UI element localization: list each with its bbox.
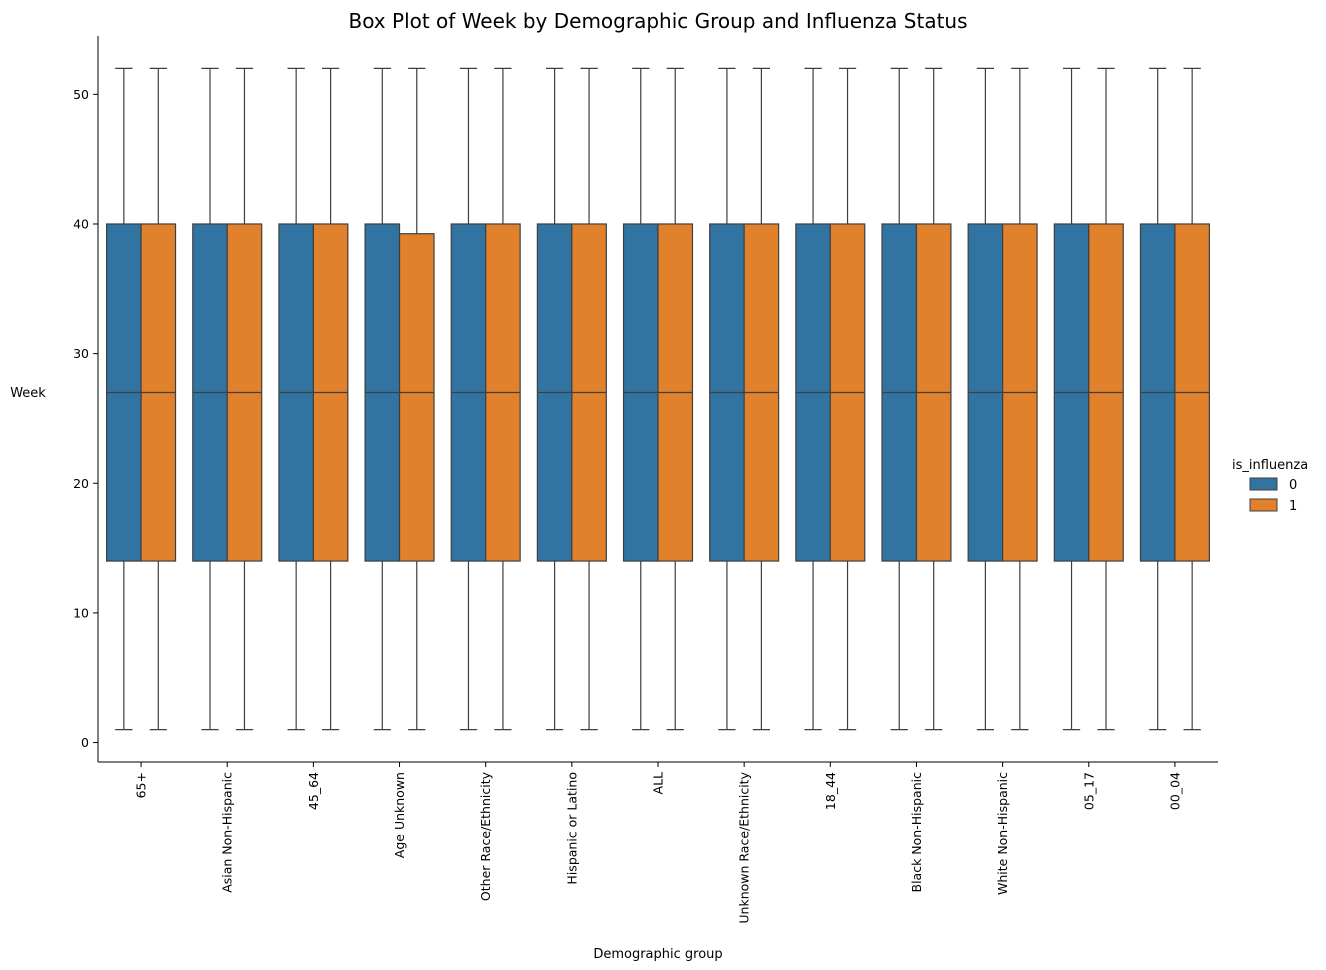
x-tick-label: White Non-Hispanic (995, 772, 1010, 895)
box-7-series-1 (743, 67, 780, 731)
box-6-series-1 (657, 67, 694, 731)
x-tick-label: Hispanic or Latino (564, 772, 579, 885)
box-3-series-1 (398, 67, 435, 731)
x-tick-label: Unknown Race/Ethnicity (737, 771, 752, 923)
axes-layer: 0 10 20 30 40 50 65+ Asian Non-Hispanic 45_64 Age… (73, 36, 1218, 924)
y-tick-label: 0 (81, 735, 89, 750)
box-12-series-1 (1174, 67, 1210, 731)
box-10-series-0 (967, 67, 1004, 731)
box-11-series-1 (1088, 67, 1124, 731)
x-tick-label: Asian Non-Hispanic (220, 772, 235, 893)
x-tick-label: ALL (651, 772, 666, 795)
legend-title: is_influenza (1232, 458, 1308, 473)
x-tick-label: Age Unknown (392, 772, 407, 858)
box-9-series-0 (881, 67, 918, 731)
box-0-series-1 (140, 67, 177, 731)
box-4-series-0 (450, 67, 487, 731)
box-8-series-1 (829, 67, 866, 731)
box-2-series-1 (312, 67, 349, 731)
legend-label-1: 1 (1289, 499, 1297, 514)
box-12-series-0 (1139, 67, 1176, 731)
y-tick-label: 10 (73, 605, 89, 620)
x-tick-label: 45_64 (306, 772, 321, 810)
x-tick-label: 65+ (134, 772, 149, 798)
legend-label-0: 0 (1289, 478, 1297, 493)
box-8-series-0 (795, 67, 831, 731)
boxes-layer (106, 67, 1210, 731)
x-tick-label: 00_04 (1167, 772, 1182, 810)
box-body (398, 233, 435, 562)
box-11-series-0 (1053, 67, 1090, 731)
y-tick-label: 20 (73, 476, 89, 491)
x-tick-label: 18_44 (823, 772, 838, 810)
box-1-series-0 (192, 67, 228, 731)
box-5-series-1 (571, 67, 607, 731)
box-4-series-1 (485, 67, 521, 731)
box-5-series-0 (536, 67, 573, 731)
y-tick-label: 40 (73, 216, 89, 231)
legend: is_influenza 0 1 (1232, 458, 1308, 514)
x-tick-label: Black Non-Hispanic (909, 772, 924, 893)
box-2-series-0 (278, 67, 314, 731)
x-tick-label: Other Race/Ethnicity (478, 771, 493, 901)
box-10-series-1 (1002, 67, 1038, 731)
chart-title: Box Plot of Week by Demographic Group an… (348, 9, 967, 33)
box-1-series-1 (226, 67, 263, 731)
box-0-series-0 (106, 67, 142, 731)
x-tick-label: 05_17 (1081, 772, 1096, 810)
x-axis-title: Demographic group (593, 947, 722, 962)
box-7-series-0 (709, 67, 745, 731)
legend-swatch-1 (1249, 498, 1278, 512)
box-6-series-0 (622, 67, 659, 731)
y-tick-label: 30 (73, 346, 89, 361)
box-3-series-0 (364, 67, 401, 731)
legend-swatch-0 (1249, 477, 1278, 491)
y-axis-title: Week (10, 386, 46, 401)
y-tick-label: 50 (73, 87, 89, 102)
box-9-series-1 (915, 67, 952, 731)
